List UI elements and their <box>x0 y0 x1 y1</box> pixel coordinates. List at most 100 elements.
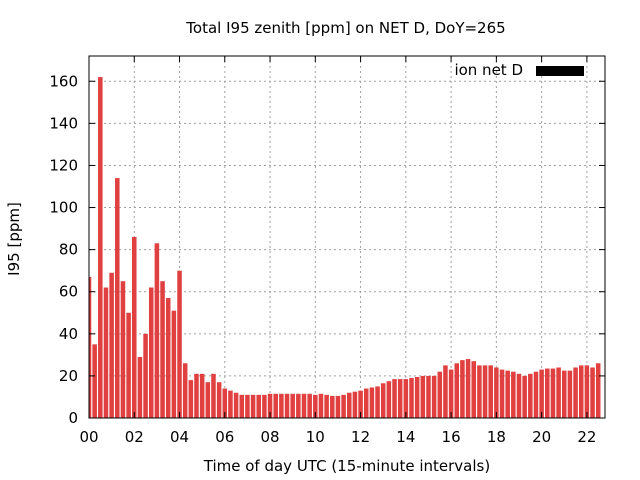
bar <box>250 394 256 418</box>
bar <box>177 270 182 418</box>
bar <box>352 391 358 418</box>
bar <box>386 381 392 418</box>
bar <box>335 395 341 418</box>
bar <box>431 375 437 418</box>
bar <box>284 393 290 418</box>
bar <box>539 369 544 418</box>
legend: ion net D <box>454 61 584 79</box>
bar <box>494 367 499 418</box>
bar <box>511 371 516 418</box>
bar <box>595 363 601 418</box>
bar <box>245 394 250 418</box>
bar <box>233 392 239 418</box>
bar <box>188 380 194 418</box>
x-tick-label: 20 <box>532 428 551 446</box>
bar <box>545 368 550 418</box>
bar <box>313 394 318 418</box>
bar <box>380 383 386 418</box>
bar <box>165 298 171 418</box>
x-tick-label: 12 <box>351 428 370 446</box>
bar <box>454 363 460 418</box>
bar <box>137 356 143 418</box>
y-tick-label: 140 <box>49 114 78 132</box>
bar <box>341 394 346 418</box>
bar <box>148 287 154 418</box>
bar <box>414 376 420 418</box>
x-tick-label: 04 <box>170 428 189 446</box>
bar <box>573 367 578 418</box>
x-tick-label: 10 <box>306 428 325 446</box>
bar <box>109 272 114 418</box>
bar <box>347 392 352 418</box>
bar <box>460 360 465 418</box>
plot-frame <box>88 55 606 419</box>
bar <box>324 394 329 418</box>
bar <box>115 178 120 418</box>
bar <box>522 375 527 418</box>
bar <box>211 373 216 418</box>
bar <box>256 394 261 418</box>
bar <box>499 369 505 418</box>
bar <box>279 393 284 418</box>
bar <box>556 367 561 418</box>
bar <box>205 382 211 418</box>
bar <box>301 393 307 418</box>
y-tick-label: 100 <box>49 199 78 217</box>
bar <box>132 237 137 418</box>
bar <box>194 373 199 418</box>
x-tick-label: 16 <box>442 428 461 446</box>
bar <box>550 368 556 418</box>
bar <box>262 394 267 418</box>
y-tick-label: 160 <box>49 72 78 90</box>
axis-ticks: 0 20 40 60 80 100 120 140 160 00 02 04 06 08 10 12 14 16 1… <box>49 56 605 446</box>
bar <box>409 378 414 418</box>
legend-label: ion net D <box>454 61 523 79</box>
bar <box>528 373 533 418</box>
bar <box>171 310 177 418</box>
bar <box>443 365 448 418</box>
bar <box>369 387 375 418</box>
bar <box>533 371 539 418</box>
bar <box>154 243 160 418</box>
y-tick-label: 60 <box>59 283 78 301</box>
bar <box>318 393 324 418</box>
bar <box>363 388 369 418</box>
bar <box>437 371 443 418</box>
y-tick-label: 120 <box>49 156 78 174</box>
y-tick-label: 20 <box>59 367 78 385</box>
x-tick-label: 22 <box>577 428 596 446</box>
y-axis-label: I95 [ppm] <box>5 202 23 276</box>
chart-title: Total I95 zenith [ppm] on NET D, DoY=265 <box>185 19 505 37</box>
bar <box>160 281 165 418</box>
bar <box>516 373 522 418</box>
bar <box>89 276 92 418</box>
x-tick-label: 00 <box>79 428 98 446</box>
bar <box>216 382 222 418</box>
bar <box>448 369 454 418</box>
bar <box>307 393 312 418</box>
bar <box>143 333 148 418</box>
bar <box>567 370 573 418</box>
y-tick-label: 40 <box>59 325 78 343</box>
y-tick-label: 0 <box>68 409 78 427</box>
bar <box>482 365 488 418</box>
bar <box>199 373 205 418</box>
bar <box>126 312 131 418</box>
bar <box>182 363 188 418</box>
x-tick-label: 18 <box>487 428 506 446</box>
bar <box>397 379 403 418</box>
x-tick-label: 14 <box>396 428 415 446</box>
bar <box>98 77 103 418</box>
bar <box>273 393 278 418</box>
bar <box>562 370 567 418</box>
bar-series <box>89 77 601 418</box>
bar <box>239 394 245 418</box>
bar <box>358 390 363 418</box>
bar <box>488 365 493 418</box>
bar <box>92 344 97 418</box>
bar <box>578 365 584 418</box>
bar <box>465 359 471 418</box>
bar <box>228 390 233 418</box>
bar <box>505 370 510 418</box>
